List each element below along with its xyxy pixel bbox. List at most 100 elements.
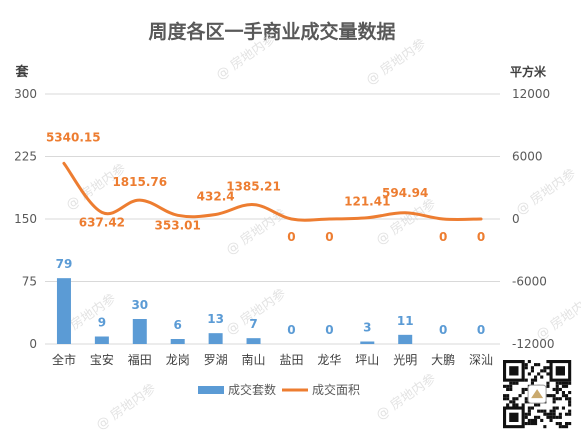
qr-module <box>561 381 565 385</box>
qr-module <box>527 412 531 416</box>
qr-module <box>555 422 559 426</box>
line-data-label: 594.94 <box>382 186 428 200</box>
qr-module <box>534 403 538 407</box>
qr-module <box>565 381 569 385</box>
qr-module <box>565 422 569 426</box>
qr-module <box>503 397 507 401</box>
qr-module <box>537 409 541 413</box>
qr-module <box>561 394 565 398</box>
qr-module <box>549 409 553 413</box>
qr-module <box>555 387 559 391</box>
qr-module <box>561 384 565 388</box>
line-data-label: 0 <box>439 230 447 244</box>
bar-series <box>56 278 413 344</box>
qr-module <box>527 418 531 422</box>
right-tick-label: -12000 <box>512 337 555 351</box>
qr-module <box>558 412 562 416</box>
qr-module <box>565 394 569 398</box>
left-tick-label: 0 <box>29 337 37 351</box>
legend: 成交套数 成交面积 <box>198 382 360 397</box>
line-data-label: 0 <box>325 230 333 244</box>
line-data-label: 1815.76 <box>112 175 167 189</box>
qr-module <box>543 409 547 413</box>
qr-module <box>561 425 565 429</box>
right-tick-label: 6000 <box>512 150 543 164</box>
qr-module <box>568 412 572 416</box>
qr-module <box>543 369 547 373</box>
qr-module <box>546 415 550 419</box>
qr-module <box>518 394 522 398</box>
qr-module <box>537 403 541 407</box>
qr-module <box>552 387 556 391</box>
series-line <box>62 161 483 222</box>
right-tick-label: -6000 <box>512 275 547 289</box>
qr-module <box>555 397 559 401</box>
qr-module <box>546 384 550 388</box>
qr-module <box>558 425 562 429</box>
category-label: 罗湖 <box>204 352 228 367</box>
category-label: 龙岗 <box>166 353 190 367</box>
qr-module <box>524 412 528 416</box>
qr-module <box>506 397 510 401</box>
qr-module <box>558 387 562 391</box>
bar <box>208 333 223 344</box>
qr-module <box>524 387 528 391</box>
qr-module <box>558 422 562 426</box>
qr-module <box>543 366 547 370</box>
qr-module <box>552 412 556 416</box>
qr-module <box>512 381 516 385</box>
qr-module <box>527 406 531 410</box>
legend-line-label: 成交面积 <box>312 382 360 397</box>
qr-module <box>503 394 507 398</box>
qr-module <box>524 363 528 367</box>
qr-module <box>549 415 553 419</box>
qr-module <box>524 378 528 382</box>
qr-module <box>530 366 534 370</box>
qr-module <box>549 394 553 398</box>
legend-bar-label: 成交套数 <box>228 382 276 397</box>
line-data-label: 353.01 <box>155 218 201 232</box>
bar-data-label: 9 <box>98 316 106 330</box>
chart-title: 周度各区一手商业成交量数据 <box>148 20 395 43</box>
line-data-label: 0 <box>287 230 295 244</box>
qr-module <box>555 381 559 385</box>
line-data-label: 121.41 <box>344 195 390 209</box>
category-label: 深汕 <box>469 353 493 367</box>
qr-module <box>524 400 528 404</box>
qr-module <box>530 381 534 385</box>
category-label: 坪山 <box>355 353 379 367</box>
qr-module <box>555 406 559 410</box>
qr-module <box>540 418 544 422</box>
qr-module <box>506 403 510 407</box>
x-axis-ticks: 全市 宝安 福田 龙岗 罗湖 南山 盐田 龙华 坪山 光明 大鹏 深汕 <box>52 352 493 367</box>
qr-module <box>524 422 528 426</box>
right-axis-ticks: -12000 -6000 0 6000 12000 <box>512 87 555 351</box>
watermark-text: @ 房地内参 <box>533 291 581 344</box>
category-label: 福田 <box>128 352 152 367</box>
qr-module <box>561 391 565 395</box>
left-tick-label: 75 <box>22 275 37 289</box>
qr-module <box>558 397 562 401</box>
qr-module <box>509 384 513 388</box>
qr-module <box>521 387 525 391</box>
category-label: 龙华 <box>317 353 341 367</box>
qr-module <box>537 415 541 419</box>
qr-module <box>565 412 569 416</box>
qr-module <box>549 418 553 422</box>
qr-module <box>543 412 547 416</box>
qr-module <box>546 394 550 398</box>
bar <box>56 278 71 344</box>
bar-data-label: 79 <box>56 257 73 271</box>
line-data-label: 1385.21 <box>226 180 281 194</box>
qr-logo-mark <box>531 389 544 399</box>
bar <box>398 334 413 344</box>
qr-module <box>558 381 562 385</box>
line-data-label: 637.42 <box>79 215 125 229</box>
bar <box>360 341 375 344</box>
legend-bar-swatch <box>198 386 224 394</box>
qr-module <box>534 363 538 367</box>
category-label: 南山 <box>242 352 266 367</box>
qr-module <box>521 391 525 395</box>
